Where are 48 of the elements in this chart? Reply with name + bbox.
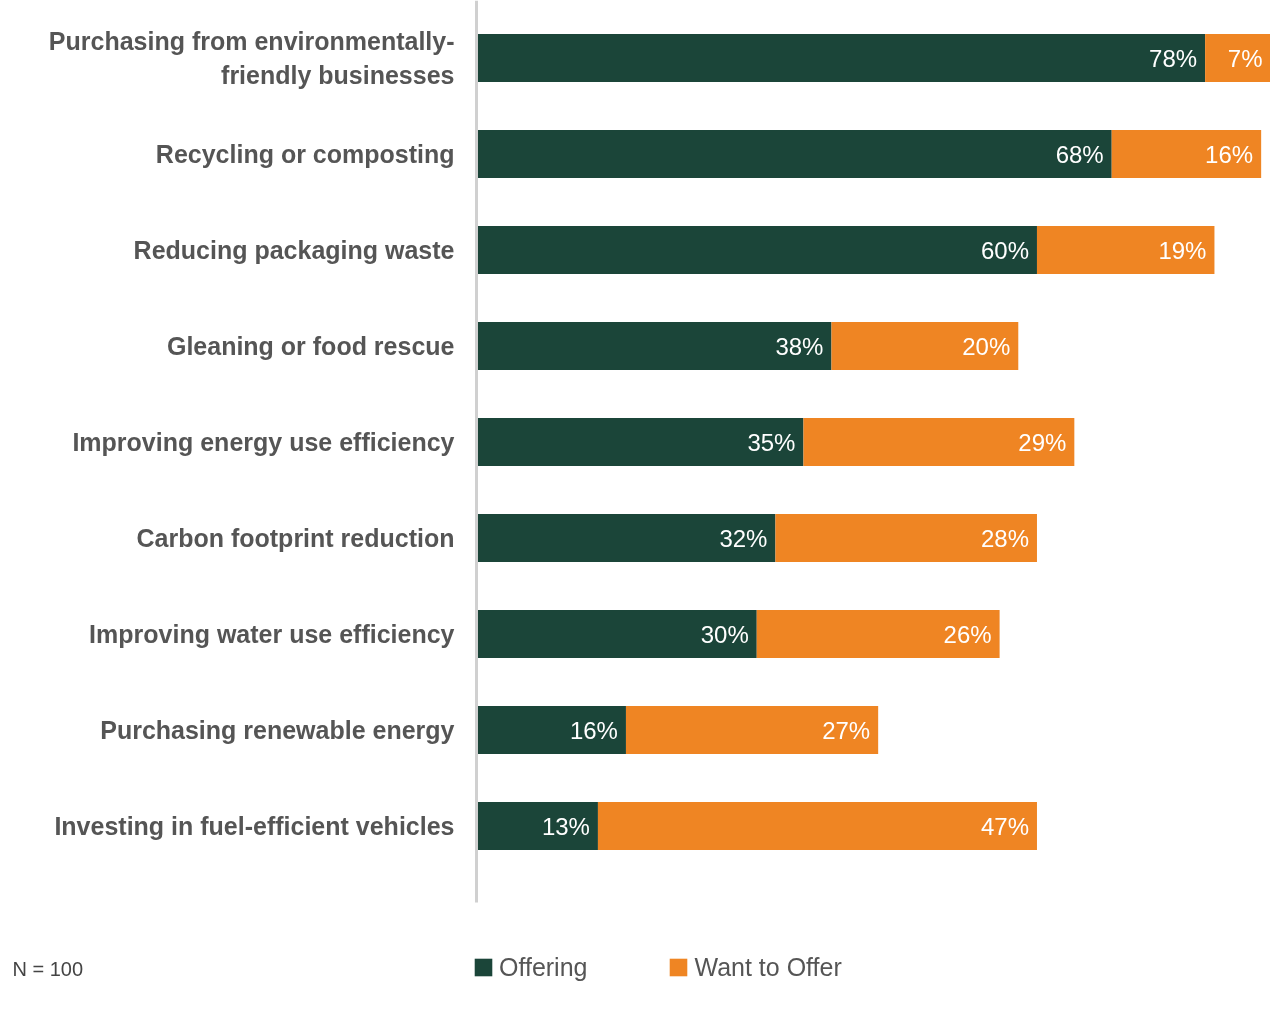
- bar: [756, 610, 1000, 659]
- y-tick-label: Investing in fuel-efficient vehicles: [54, 812, 455, 841]
- y-tick-label: Carbon footprint reduction: [136, 524, 455, 553]
- bar: [476, 130, 1112, 179]
- legend-label: Offering: [499, 952, 588, 982]
- data-label: 60%: [980, 236, 1029, 264]
- data-label: 16%: [1205, 140, 1254, 168]
- bar: [775, 514, 1037, 563]
- data-label: 29%: [1018, 428, 1067, 456]
- bar: [1205, 34, 1270, 83]
- data-label: 35%: [747, 428, 796, 456]
- data-label: 26%: [943, 620, 992, 648]
- bar: [831, 322, 1019, 371]
- y-tick-label: Gleaning or food rescue: [166, 332, 455, 361]
- data-label: 16%: [569, 716, 618, 744]
- bar: [476, 34, 1206, 83]
- bar: [803, 418, 1075, 467]
- data-label: 30%: [700, 620, 749, 648]
- data-label: 47%: [980, 812, 1029, 840]
- bar: [625, 706, 879, 755]
- bar: [476, 514, 776, 563]
- y-tick-label: Reducing packaging waste: [133, 236, 455, 265]
- y-tick-label: Purchasing from environmentally-friendly businesses: [48, 27, 455, 89]
- bar: [476, 706, 626, 755]
- data-label: 7%: [1227, 44, 1263, 72]
- legend-label: Want to Offer: [694, 952, 842, 982]
- bar: [597, 802, 1037, 851]
- bar: [476, 322, 832, 371]
- y-tick-label: Recycling or composting: [155, 140, 455, 169]
- data-label: 28%: [980, 524, 1029, 552]
- data-label: 32%: [719, 524, 768, 552]
- bar: [1036, 226, 1215, 275]
- bar: [476, 802, 598, 851]
- data-label: 68%: [1055, 140, 1104, 168]
- bar: [1111, 130, 1262, 179]
- data-label: 38%: [775, 332, 824, 360]
- bar: [476, 418, 804, 467]
- bar: [476, 610, 757, 659]
- data-label: 19%: [1158, 236, 1207, 264]
- bar: [476, 226, 1037, 275]
- data-label: 13%: [541, 812, 590, 840]
- data-label: 20%: [962, 332, 1011, 360]
- y-tick-label: Purchasing renewable energy: [100, 716, 455, 745]
- text: N = 100: [12, 958, 84, 981]
- data-label: 78%: [1149, 44, 1198, 72]
- y-tick-label: Improving water use efficiency: [89, 620, 455, 649]
- data-label: 27%: [822, 716, 871, 744]
- y-tick-label: Improving energy use efficiency: [72, 428, 455, 457]
